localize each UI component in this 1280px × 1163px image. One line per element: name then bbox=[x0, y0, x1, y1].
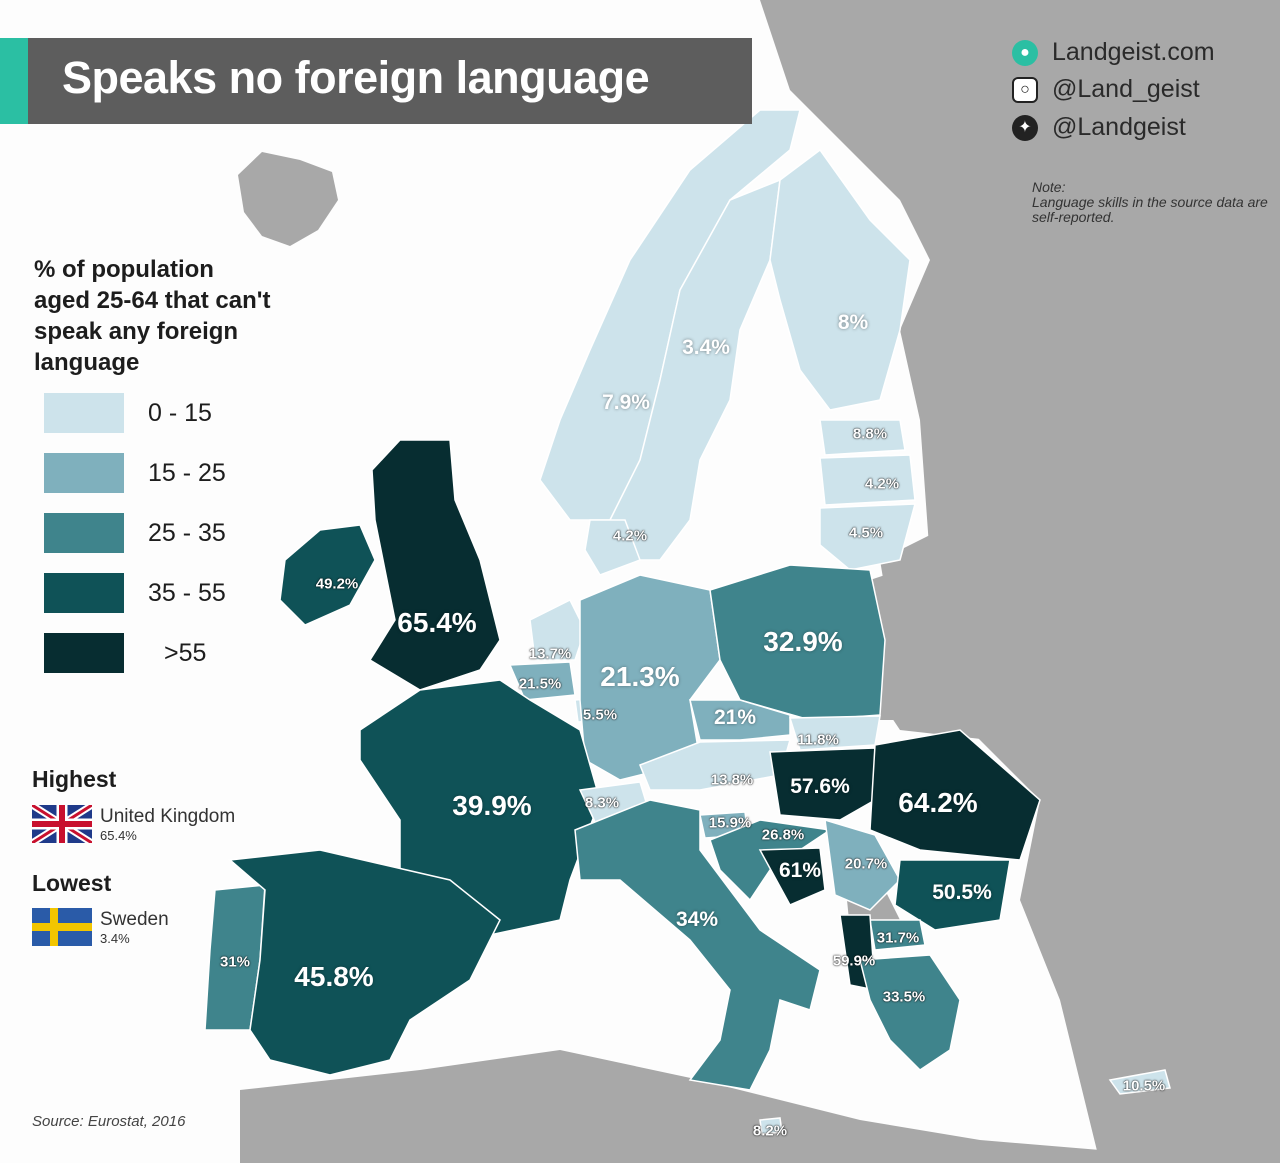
country-bosnia bbox=[758, 847, 826, 906]
value-label-italy: 34% bbox=[675, 908, 719, 931]
instagram-label: @Land_geist bbox=[1052, 75, 1200, 103]
instagram-icon: ○ bbox=[1012, 77, 1038, 104]
value-label-portugal: 31% bbox=[219, 953, 251, 971]
globe-icon: ● bbox=[1012, 40, 1038, 67]
page-title: Speaks no foreign language bbox=[62, 52, 650, 103]
country-spain bbox=[228, 849, 501, 1076]
belarus-ukraine-nodata bbox=[880, 520, 1060, 760]
lowest-country: Sweden bbox=[100, 909, 169, 930]
legend-label: >55 bbox=[164, 639, 207, 667]
country-malta bbox=[759, 1117, 783, 1135]
country-germany bbox=[579, 574, 721, 781]
iceland-landmass bbox=[238, 152, 338, 246]
highest-value: 65.4% bbox=[100, 828, 137, 843]
value-label-cyprus: 10.5% bbox=[1122, 1077, 1166, 1095]
highest-heading: Highest bbox=[32, 766, 117, 792]
value-label-denmark: 4.2% bbox=[612, 527, 648, 545]
legend-swatch bbox=[44, 513, 124, 553]
lowest-value: 3.4% bbox=[100, 931, 130, 946]
note: Note: Language skills in the source data… bbox=[1032, 180, 1272, 225]
twitter-icon: ✦ bbox=[1012, 115, 1038, 142]
value-label-france: 39.9% bbox=[452, 790, 532, 821]
country-serbia bbox=[824, 818, 901, 911]
value-label-hungary: 57.6% bbox=[790, 775, 850, 798]
value-label-netherlands: 13.7% bbox=[528, 645, 572, 663]
country-czechia bbox=[689, 699, 791, 741]
uk-flag-icon bbox=[32, 805, 92, 843]
value-label-czechia: 21% bbox=[713, 706, 757, 729]
legend-swatch bbox=[44, 453, 124, 493]
value-label-switzerland: 8.3% bbox=[584, 794, 620, 812]
highest-country: United Kingdom bbox=[100, 806, 236, 827]
value-label-ireland: 49.2% bbox=[315, 575, 359, 593]
country-cyprus bbox=[1108, 1069, 1171, 1095]
legend-swatch bbox=[44, 573, 124, 613]
legend-label: 35 - 55 bbox=[148, 579, 226, 607]
title-bar bbox=[0, 38, 752, 124]
source-note: Source: Eurostat, 2016 bbox=[32, 1113, 186, 1130]
country-bulgaria bbox=[894, 859, 1011, 931]
country-italy bbox=[574, 799, 821, 1091]
legend-label: 0 - 15 bbox=[148, 399, 212, 427]
value-label-belgium: 21.5% bbox=[518, 675, 562, 693]
country-france bbox=[359, 679, 601, 936]
value-label-austria: 13.8% bbox=[710, 771, 754, 789]
country-greece bbox=[859, 954, 961, 1071]
country-poland bbox=[709, 564, 886, 721]
country-sweden bbox=[609, 178, 781, 561]
value-label-malta: 8.2% bbox=[752, 1122, 788, 1140]
value-label-spain: 45.8% bbox=[294, 961, 374, 992]
value-label-serbia: 20.7% bbox=[844, 855, 888, 873]
country-hungary bbox=[769, 747, 876, 821]
legend-label: 25 - 35 bbox=[148, 519, 226, 547]
value-label-albania: 59.9% bbox=[832, 952, 876, 970]
country-north-macedonia bbox=[869, 919, 926, 951]
twitter-link[interactable]: ✦ @Landgeist bbox=[1012, 113, 1186, 142]
note-label: Note: bbox=[1032, 179, 1066, 195]
note-text: Language skills in the source data are s… bbox=[1032, 194, 1268, 225]
value-label-bulgaria: 50.5% bbox=[932, 881, 992, 904]
legend-label: 15 - 25 bbox=[148, 459, 226, 487]
legend-swatch bbox=[44, 633, 124, 673]
country-belgium bbox=[508, 661, 576, 701]
website-label: Landgeist.com bbox=[1052, 38, 1215, 66]
value-label-poland: 32.9% bbox=[763, 626, 843, 657]
sweden-flag-icon bbox=[32, 908, 92, 946]
website-link[interactable]: ● Landgeist.com bbox=[1012, 38, 1215, 67]
lowest-heading: Lowest bbox=[32, 870, 112, 896]
country-romania bbox=[869, 729, 1041, 861]
country-ireland bbox=[279, 524, 376, 626]
twitter-label: @Landgeist bbox=[1052, 113, 1186, 141]
value-label-finland: 8% bbox=[837, 311, 869, 334]
value-label-united-kingdom: 65.4% bbox=[397, 607, 477, 638]
value-label-bosnia: 61% bbox=[778, 859, 822, 882]
country-united-kingdom bbox=[368, 439, 501, 691]
country-estonia bbox=[819, 419, 906, 456]
value-label-norway: 7.9% bbox=[602, 391, 650, 414]
value-label-latvia: 4.2% bbox=[864, 475, 900, 493]
value-label-germany: 21.3% bbox=[600, 661, 680, 692]
instagram-link[interactable]: ○ @Land_geist bbox=[1012, 75, 1200, 104]
country-finland bbox=[769, 148, 911, 411]
country-denmark bbox=[584, 519, 641, 576]
legend-swatch bbox=[44, 393, 124, 433]
value-label-luxembourg: 5.5% bbox=[582, 706, 618, 724]
value-label-estonia: 8.8% bbox=[852, 425, 888, 443]
country-latvia bbox=[819, 454, 916, 506]
value-label-lithuania: 4.5% bbox=[848, 524, 884, 542]
value-label-north-macedonia: 31.7% bbox=[876, 929, 920, 947]
value-label-croatia: 26.8% bbox=[761, 826, 805, 844]
country-lithuania bbox=[819, 503, 916, 571]
value-label-romania: 64.2% bbox=[898, 787, 978, 818]
value-label-slovakia: 11.8% bbox=[797, 731, 839, 749]
legend-title: % of population aged 25-64 that can't sp… bbox=[34, 256, 271, 376]
value-label-greece: 33.5% bbox=[882, 988, 926, 1006]
value-label-sweden: 3.4% bbox=[682, 336, 730, 359]
value-label-slovenia: 15.9% bbox=[708, 814, 752, 832]
north-africa-landmass bbox=[240, 1050, 1100, 1163]
